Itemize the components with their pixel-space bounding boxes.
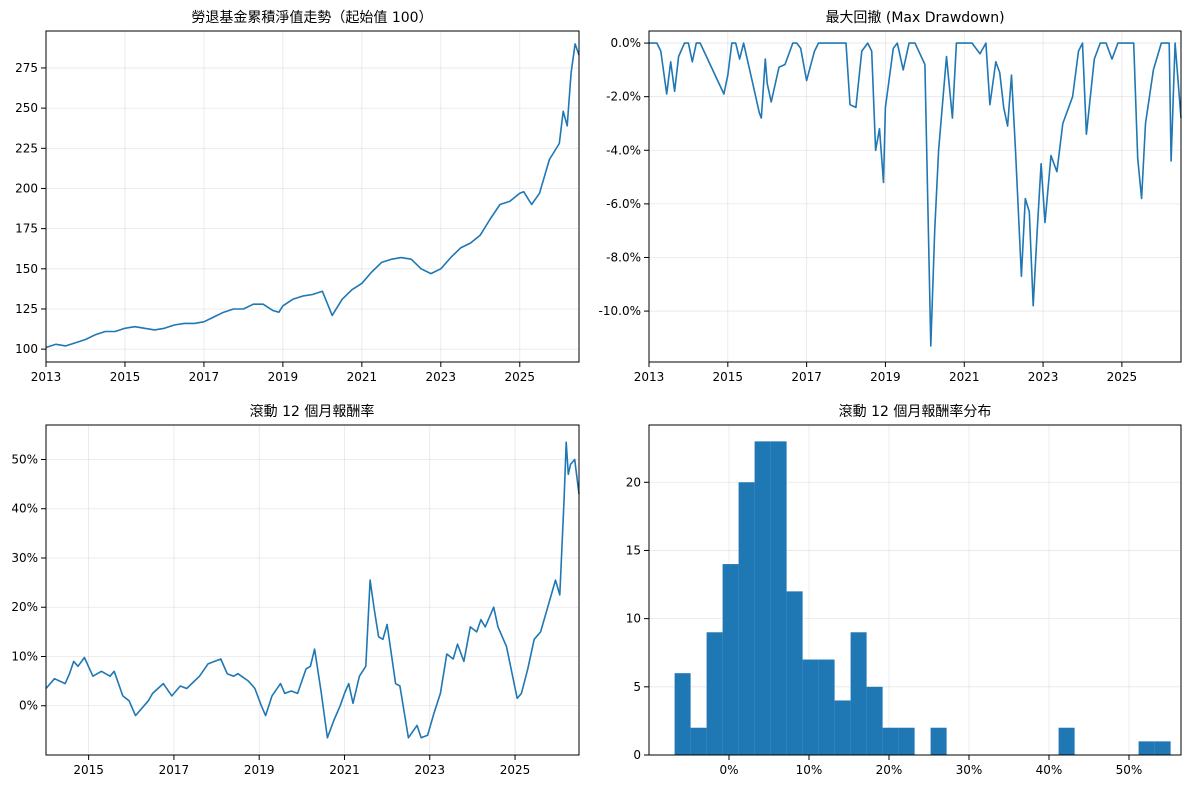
- x-tick-label: 2021: [347, 370, 378, 384]
- x-tick-label: 2019: [870, 370, 901, 384]
- y-tick-label: 250: [15, 101, 38, 115]
- y-tick-label: 50%: [11, 452, 38, 466]
- histogram-bar: [706, 632, 723, 755]
- histogram-bar: [850, 632, 867, 755]
- histogram-bar: [722, 564, 739, 755]
- x-tick-label: 2025: [1107, 370, 1138, 384]
- x-tick-label: 2013: [634, 370, 665, 384]
- y-tick-label: -8.0%: [606, 250, 641, 264]
- chart-title-drawdown: 最大回撤 (Max Drawdown): [825, 10, 1004, 26]
- y-tick-label: -6.0%: [606, 197, 641, 211]
- y-tick-label: -4.0%: [606, 143, 641, 157]
- histogram-bar: [1138, 741, 1155, 755]
- y-tick-label: -10.0%: [599, 304, 641, 318]
- y-tick-label: 20%: [11, 600, 38, 614]
- x-tick-label: 2017: [791, 370, 822, 384]
- chart-title-rolling: 滾動 12 個月報酬率: [250, 403, 375, 420]
- panel-max-drawdown: 最大回撤 (Max Drawdown) 2013 2015 2017 2019 2021…: [599, 10, 1182, 384]
- y-tick-label: 0: [633, 748, 641, 762]
- histogram-bar: [882, 727, 899, 755]
- chart-title-nav: 勞退基金累積淨值走勢（起始值 100）: [191, 9, 432, 26]
- x-tick-label: 2023: [1028, 370, 1059, 384]
- x-tick-label: 10%: [796, 763, 823, 777]
- y-tick-label: 100: [15, 342, 38, 356]
- y-tick-label: 10: [626, 612, 641, 626]
- histogram-bar: [930, 727, 947, 755]
- x-tick-label: 2021: [949, 370, 980, 384]
- y-tick-label: 0.0%: [611, 36, 642, 50]
- panel-return-histogram: 滾動 12 個月報酬率分布 0% 10% 20% 30% 40% 50% 0 5 10 15 20: [626, 403, 1182, 777]
- plot-frame-rolling: [45, 424, 580, 756]
- histogram-bar: [866, 686, 883, 755]
- histogram-bar: [818, 659, 835, 755]
- y-tick-label: 20: [626, 475, 641, 489]
- panel-rolling-return: 滾動 12 個月報酬率 2015 2017 2019 2021 2023 2025 0% 1…: [11, 403, 580, 777]
- x-tick-label: 2015: [713, 370, 744, 384]
- histogram-bar: [1154, 741, 1171, 755]
- histogram-bar: [802, 659, 819, 755]
- x-tick-label: 2017: [189, 370, 220, 384]
- histogram-bar: [1058, 727, 1075, 755]
- series-line: [649, 42, 1182, 347]
- y-tick-label: 0%: [19, 699, 38, 713]
- y-tick-label: 275: [15, 61, 38, 75]
- histogram-bar: [834, 700, 851, 755]
- x-tick-label: 2015: [73, 763, 104, 777]
- y-tick-label: 150: [15, 262, 38, 276]
- x-tick-label: 2025: [505, 370, 536, 384]
- plot-frame-nav: [45, 30, 580, 363]
- histogram-bar: [674, 673, 691, 755]
- x-tick-label: 2017: [159, 763, 190, 777]
- y-tick-label: 15: [626, 543, 641, 557]
- histogram-bar: [690, 727, 707, 755]
- chart-title-histogram: 滾動 12 個月報酬率分布: [839, 403, 992, 420]
- y-tick-label: 30%: [11, 551, 38, 565]
- y-tick-label: 5: [633, 680, 641, 694]
- x-tick-label: 2023: [426, 370, 457, 384]
- x-tick-label: 2013: [31, 370, 62, 384]
- series-line: [45, 441, 580, 739]
- y-tick-label: 10%: [11, 649, 38, 663]
- histogram-bar: [786, 591, 803, 755]
- histogram-bar: [738, 482, 755, 755]
- x-tick-label: 0%: [719, 763, 738, 777]
- histogram-bar: [754, 441, 771, 755]
- y-tick-label: 225: [15, 141, 38, 155]
- y-tick-label: 125: [15, 302, 38, 316]
- y-tick-label: 200: [15, 181, 38, 195]
- x-tick-label: 30%: [956, 763, 983, 777]
- x-tick-label: 2023: [414, 763, 445, 777]
- x-tick-label: 40%: [1036, 763, 1063, 777]
- x-tick-label: 2019: [244, 763, 275, 777]
- panel-nav-cumulative: 勞退基金累積淨值走勢（起始值 100） 2013 2015 2017 2019 2021…: [15, 9, 580, 384]
- histogram-bar: [898, 727, 915, 755]
- y-tick-label: -2.0%: [606, 90, 641, 104]
- plot-frame-drawdown: [648, 30, 1182, 363]
- x-tick-label: 50%: [1116, 763, 1143, 777]
- x-tick-label: 2025: [500, 763, 531, 777]
- histogram-bar: [770, 441, 787, 755]
- series-line: [45, 43, 580, 349]
- plot-frame-histogram: [648, 424, 1182, 756]
- x-tick-label: 2019: [268, 370, 299, 384]
- x-tick-label: 20%: [876, 763, 903, 777]
- x-tick-label: 2021: [329, 763, 360, 777]
- y-tick-label: 40%: [11, 502, 38, 516]
- y-tick-label: 175: [15, 222, 38, 236]
- x-tick-label: 2015: [110, 370, 141, 384]
